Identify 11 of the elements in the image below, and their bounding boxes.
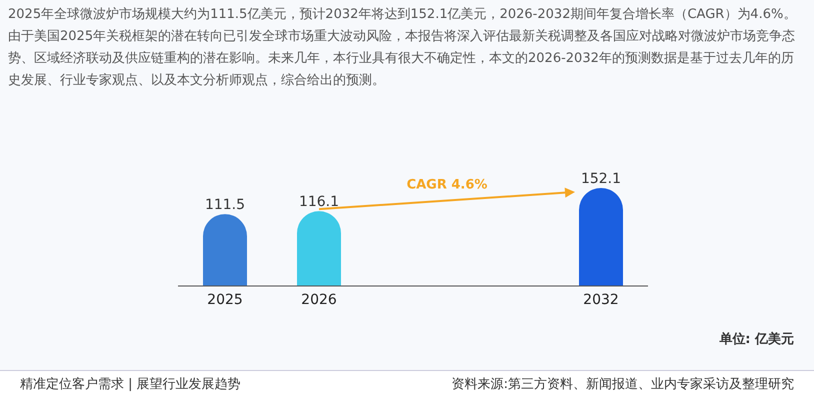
text: 单位: 亿美元 <box>719 330 794 348</box>
text: 资料来源:第三方资料、新闻报道、业内专家采访及整理研究 <box>452 376 794 393</box>
data-label: 116.1 <box>298 194 340 210</box>
data-label: 111.5 <box>204 197 246 214</box>
x-tick-label: 2026 <box>301 292 337 308</box>
x-tick-label: 2032 <box>583 292 619 308</box>
annotation: CAGR 4.6% <box>406 178 488 193</box>
data-label: 152.1 <box>580 170 622 187</box>
x-tick-label: 2025 <box>207 292 243 308</box>
chart-title: 2025年全球微波炉市场规模大约为111.5亿美元，预计2032年将达到152.1亿美元，2026-2032期间年复合增长率（CAGR）为4.6%。由于美国2025年关税框架的潜在转向已引发全球市场重大波动风险，本报告将深入评估最新关税调整及各国应对战略对微波炉市场竞争态势、区域经济联动及供应链重构的潜在影响。未来几年，本行业具有很大不确定性，本文的2026-2032年的预测数据是基于过去几年的历史发展、行业专家观点、以及本文分析师观点，综合给出的预测。 <box>8 6 798 90</box>
text: 精准定位客户需求 | 展望行业发展趋势 <box>20 376 241 393</box>
